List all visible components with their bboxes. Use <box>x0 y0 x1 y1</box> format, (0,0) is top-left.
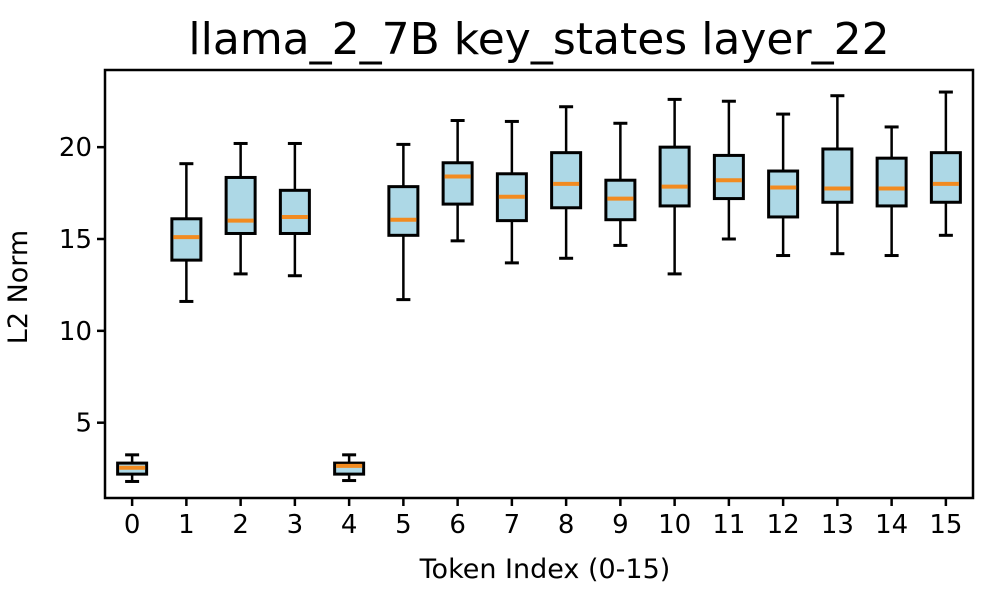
x-tick-label: 7 <box>504 510 521 540</box>
iqr-box <box>821 147 854 204</box>
x-tick-label: 15 <box>929 510 962 540</box>
x-tick-label: 0 <box>124 510 141 540</box>
box-token-2 <box>224 141 257 276</box>
x-tick-label: 11 <box>712 510 745 540</box>
boxes-layer <box>116 90 962 483</box>
iqr-box <box>224 175 257 235</box>
x-tick-label: 8 <box>558 510 575 540</box>
x-tick-label: 4 <box>341 510 358 540</box>
iqr-box <box>333 461 366 476</box>
iqr-box <box>875 156 908 208</box>
x-tick-label: 13 <box>821 510 854 540</box>
box-token-14 <box>875 125 908 258</box>
chart-title: llama_2_7B key_states layer_22 <box>188 14 889 65</box>
x-axis-label: Token Index (0-15) <box>419 554 671 585</box>
box-token-7 <box>495 119 528 265</box>
x-tick-label: 14 <box>875 510 908 540</box>
box-token-1 <box>170 162 203 303</box>
x-tick-label: 10 <box>658 510 691 540</box>
iqr-box <box>170 217 203 262</box>
iqr-box <box>767 169 800 219</box>
iqr-box <box>278 188 311 235</box>
plot-border <box>103 68 975 500</box>
x-tick-label: 5 <box>395 510 412 540</box>
box-token-15 <box>929 90 962 237</box>
x-tick-label: 3 <box>287 510 304 540</box>
y-axis-label: L2 Norm <box>3 230 34 344</box>
y-tick-label: 20 <box>59 133 92 163</box>
box-token-5 <box>387 142 420 302</box>
iqr-box <box>441 161 474 206</box>
box-token-4 <box>333 453 366 483</box>
y-tick-label: 15 <box>59 225 92 255</box>
box-token-0 <box>116 453 149 483</box>
box-token-8 <box>550 105 583 260</box>
box-token-9 <box>604 121 637 247</box>
box-token-13 <box>821 94 854 256</box>
x-tick-label: 6 <box>449 510 466 540</box>
iqr-box <box>387 185 420 237</box>
iqr-box <box>658 145 691 208</box>
iqr-box <box>550 151 583 210</box>
box-token-10 <box>658 97 691 276</box>
box-token-6 <box>441 119 474 243</box>
y-tick-label: 5 <box>75 409 92 439</box>
box-token-11 <box>712 99 745 241</box>
iqr-box <box>712 153 745 201</box>
box-token-12 <box>767 112 800 258</box>
x-tick-label: 1 <box>178 510 195 540</box>
x-tick-label: 12 <box>767 510 800 540</box>
iqr-box <box>929 151 962 204</box>
x-tick-label: 9 <box>612 510 629 540</box>
y-tick-label: 10 <box>59 317 92 347</box>
x-tick-label: 2 <box>232 510 249 540</box>
box-token-3 <box>278 141 311 278</box>
